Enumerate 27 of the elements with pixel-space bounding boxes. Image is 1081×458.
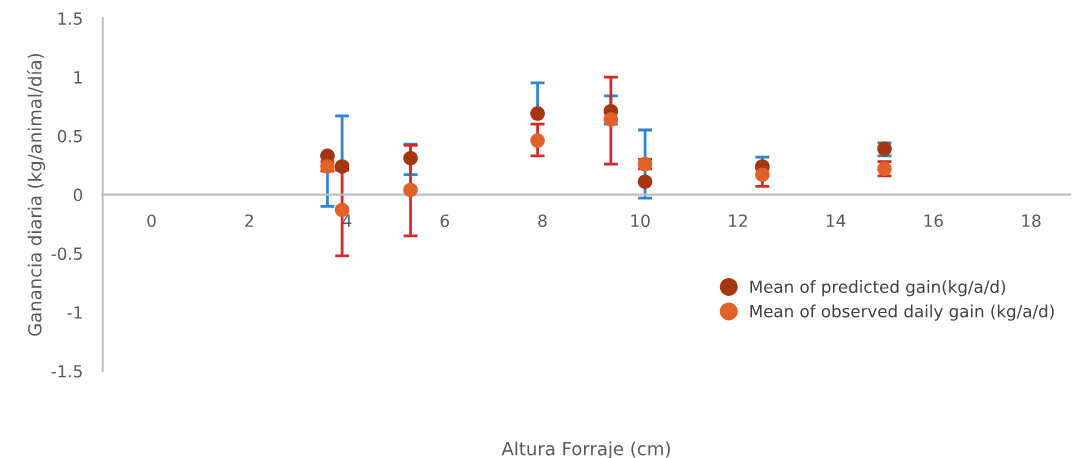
legend-label: Mean of observed daily gain (kg/a/d) [750,304,1054,321]
x-tick-label: 18 [1022,214,1041,227]
y-tick-label: 1 [74,71,82,84]
point [603,112,619,127]
legend-label: Mean of predicted gain(kg/a/d) [750,280,1006,297]
y-tick-label: 1.5 [58,12,82,25]
point [637,174,653,189]
point [530,133,545,148]
y-tick-label: -0.5 [51,247,82,260]
x-tick-label: 12 [729,214,747,227]
x-tick-label: 14 [826,214,846,227]
point [530,106,545,121]
point [403,150,418,166]
x-tick-label: 0 [147,214,156,227]
y-tick-label: 0.5 [57,129,82,143]
x-tick-label: 2 [245,214,253,227]
x-axis-title: Altura Forraje (cm) [501,441,670,458]
point [403,182,418,198]
x-tick-label: 10 [631,214,650,227]
y-tick-label: 0 [73,188,83,202]
x-tick-label: 16 [924,214,943,227]
point [755,167,770,182]
x-tick-label: 6 [440,214,449,227]
y-axis-title: Ganancia diaria (kg/animal/día) [26,53,46,336]
x-tick-label: 8 [538,214,547,227]
y-tick-label: -1.5 [51,365,82,378]
y-tick-label: -1 [67,306,82,319]
